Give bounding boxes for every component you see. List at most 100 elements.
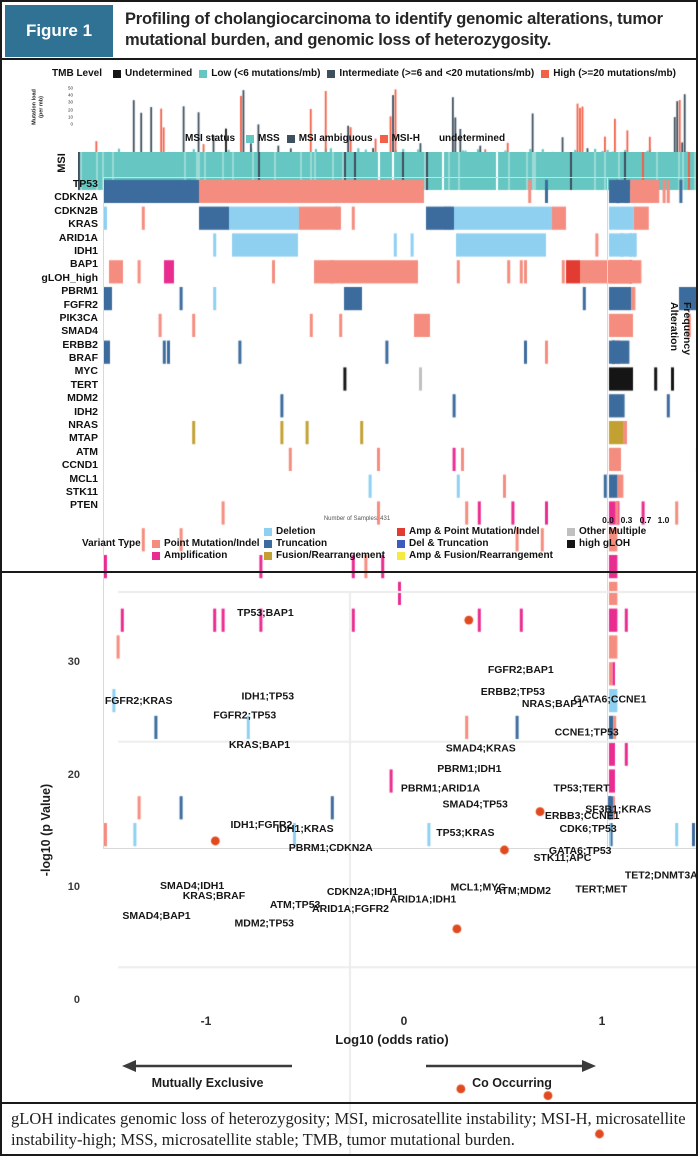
volcano-point-label: KRAS;BAP1 <box>228 739 291 752</box>
variant-legend-item: Amp & Point Mutation/Indel <box>397 526 540 537</box>
tmb-legend-title: TMB Level <box>52 68 103 79</box>
gene-label: PTEN <box>69 499 98 512</box>
legend-swatch <box>567 539 575 548</box>
volcano-x-tick: -1 <box>200 1014 212 1028</box>
legend-label: undetermined <box>438 133 506 144</box>
header-divider <box>2 58 696 60</box>
variant-legend-item: high gLOH <box>567 538 630 549</box>
gene-label: SMAD4 <box>61 325 98 338</box>
mutation-load-tick: 0 <box>70 121 73 127</box>
frequency-tick: 1.0 <box>657 515 670 525</box>
volcano-point-label: TERT;MET <box>575 882 628 895</box>
volcano-point-label: SMAD4;IDH1 <box>160 880 225 893</box>
oncoprint-gene-labels: TP53 CDKN2A CDKN2B KRAS ARID1A IDH1 BAP1 gLOH_h… <box>2 178 102 513</box>
volcano-point-label: MDM2;TP53 <box>234 917 295 930</box>
volcano-x-axis-label: Log10 (odds ratio) <box>335 1032 449 1047</box>
legend-item: Low (<6 mutations/mb) <box>199 68 320 79</box>
mutation-load-tick: 20 <box>67 107 73 113</box>
mutation-load-tick: 10 <box>67 114 73 120</box>
frequency-axis-ticks: 0.0 0.3 0.7 1.0 <box>2 515 696 525</box>
legend-item: MSI ambiguous <box>286 133 373 144</box>
gene-label: STK11 <box>65 485 98 498</box>
gene-label: TP53 <box>72 178 98 190</box>
volcano-x-tick: 1 <box>598 1014 606 1028</box>
mutation-load-ticks: 0 10 20 30 40 50 <box>60 86 74 127</box>
volcano-point-label: FGFR2;TP53 <box>213 709 277 722</box>
variant-legend-item: Amp & Fusion/Rearrangement <box>397 550 553 561</box>
legend-label: Undetermined <box>125 68 193 79</box>
gene-label: CDKN2B <box>54 204 98 217</box>
legend-label: Amp & Fusion/Rearrangement <box>409 550 553 561</box>
mutation-load-tick: 30 <box>67 99 73 105</box>
volcano-point-label: PBRM1;IDH1 <box>437 763 502 776</box>
volcano-point-label: SF3B1;KRAS <box>585 802 652 815</box>
legend-label: Deletion <box>276 526 316 537</box>
legend-item: MSS <box>246 133 280 144</box>
volcano-point-label: KRAS;BRAF <box>182 890 246 903</box>
legend-label: Point Mutation/Indel <box>164 538 260 549</box>
legend-label: Amp & Point Mutation/Indel <box>409 526 540 537</box>
footer: gLOH indicates genomic loss of heterozyg… <box>2 1102 696 1154</box>
volcano-point-label: IDH1;TP53 <box>241 690 295 703</box>
volcano-point-label: ERBB2;TP53 <box>480 686 545 699</box>
legend-swatch <box>264 527 272 536</box>
msi-row-label: MSI <box>56 153 68 173</box>
tmb-legend: TMB Level Undetermined Low (<6 mutations/… <box>52 68 676 79</box>
variant-legend-title: Variant Type <box>82 538 141 549</box>
volcano-point-label: PBRM1;CDKN2A <box>288 841 373 854</box>
co-occurring-arrow <box>426 1060 596 1072</box>
gene-label: NRAS <box>68 419 98 432</box>
volcano-point-label: GATA6;CCNE1 <box>573 693 647 706</box>
legend-item: MSI-H <box>379 133 420 144</box>
gene-label: TERT <box>70 378 98 391</box>
legend-swatch <box>541 69 550 78</box>
legend-swatch <box>286 134 295 143</box>
variant-legend-item: Truncation <box>264 538 327 549</box>
gene-label: ERBB2 <box>62 338 98 351</box>
volcano-point-label: ARID1A;FGFR2 <box>312 902 390 915</box>
mutation-load-tick: 40 <box>67 92 73 98</box>
figure-label: Figure 1 <box>25 21 93 40</box>
gene-label: KRAS <box>68 218 98 231</box>
legend-label: MSS <box>258 133 280 144</box>
legend-label: MSI-H <box>391 133 420 144</box>
legend-swatch <box>567 527 575 536</box>
legend-label: Low (<6 mutations/mb) <box>211 68 321 79</box>
gene-label: ATM <box>76 445 98 458</box>
gene-label: MCL1 <box>69 472 98 485</box>
gene-label: BAP1 <box>69 258 98 271</box>
volcano-point-label: ATM;TP53 <box>269 899 321 912</box>
gene-label: ARID1A <box>58 231 98 244</box>
volcano-point-label: IDH1;KRAS <box>276 822 334 835</box>
legend-swatch <box>397 551 405 560</box>
msi-legend: MSI status MSS MSI ambiguous MSI-H undeterm… <box>185 133 505 144</box>
frequency-tick: 0.0 <box>602 515 614 525</box>
legend-swatch <box>152 551 160 560</box>
legend-label: Amplification <box>164 550 228 561</box>
volcano-y-axis-label: -log10 (p Value) <box>39 783 53 877</box>
legend-item: High (>=20 mutations/mb) <box>541 68 676 79</box>
legend-swatch <box>113 69 122 78</box>
volcano-y-tick: 10 <box>67 881 80 894</box>
legend-swatch <box>199 69 208 78</box>
alteration-frequency-axis-label: Alteration Frequency <box>668 302 693 355</box>
legend-item: Undetermined <box>113 68 192 79</box>
volcano-point-label: STK11;APC <box>533 852 592 865</box>
legend-item: undetermined <box>427 133 505 144</box>
volcano-point-label: FGFR2;BAP1 <box>487 663 554 676</box>
legend-swatch <box>379 134 388 143</box>
legend-item: Intermediate (>=6 and <20 mutations/mb) <box>327 68 534 79</box>
volcano-point-label: TP53;KRAS <box>436 827 495 840</box>
legend-swatch <box>397 539 405 548</box>
figure-title: Profiling of cholangiocarcinoma to ident… <box>125 10 663 50</box>
gene-label: gLOH_high <box>41 271 98 284</box>
gene-label: IDH1 <box>74 244 98 257</box>
volcano-point-label: FGFR2;KRAS <box>104 695 173 708</box>
volcano-canvas <box>62 582 696 1154</box>
volcano-point-label: CCNE1;TP53 <box>554 726 619 739</box>
volcano-point-label: ATM;MDM2 <box>494 884 551 897</box>
volcano-point-label: ERBB3;CCNE1 <box>544 810 620 823</box>
legend-swatch <box>397 527 405 536</box>
gene-label: MTAP <box>69 432 98 445</box>
legend-swatch <box>327 69 336 78</box>
